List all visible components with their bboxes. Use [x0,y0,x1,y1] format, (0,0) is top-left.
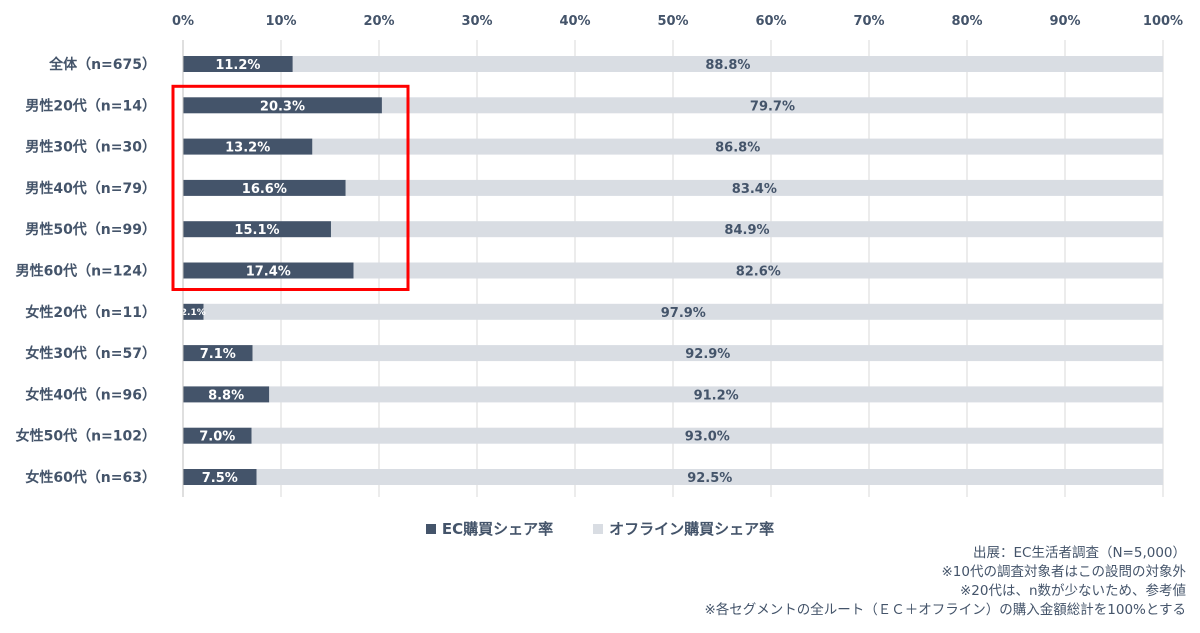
data-label-offline: 84.9% [724,223,769,238]
data-label-ec: 16.6% [242,182,287,197]
data-label-offline: 92.5% [687,471,732,486]
bar-offline [269,386,1163,403]
bar-offline [353,262,1163,279]
legend-item-offline: オフライン購買シェア率 [593,518,774,539]
stacked-bar-chart: 0% 10% 20% 30% 40% 50% 60% 70% 80% 90% 100% 全体（n=67… [16,14,1183,497]
bar-offline [292,56,1163,72]
legend-swatch-ec [425,523,436,534]
category-label: 女性40代（n=96） [25,386,156,403]
bar-offline [312,138,1163,155]
chart-notes: 出展：EC生活者調査（N=5,000） ※10代の調査対象者はこの設問の対象外 … [704,544,1186,620]
x-tick-label: 80% [951,14,982,29]
legend-label-ec: EC購買シェア率 [441,520,554,538]
category-label: 全体（n=675） [48,56,156,73]
data-label-ec: 11.2% [215,58,260,73]
category-label: 女性60代（n=63） [25,469,156,486]
bar-offline [381,97,1163,114]
footnote-twenties: ※20代は、n数が少ないため、参考値 [959,583,1186,599]
x-tick-label: 20% [363,14,394,29]
bar-ec [183,138,313,155]
chart-legend: EC購買シェア率 オフライン購買シェア率 [0,518,1200,539]
data-label-offline: 91.2% [694,388,739,403]
legend-swatch-offline [593,523,604,534]
data-label-offline: 82.6% [736,265,781,280]
x-tick-label: 60% [755,14,786,29]
category-label: 男性40代（n=79） [25,180,156,197]
data-label-ec: 7.0% [199,430,235,445]
bar-ec [183,221,331,238]
data-label-offline: 88.8% [705,58,750,73]
x-tick-label: 50% [657,14,688,29]
data-label-ec: 20.3% [260,99,305,114]
bar-ec [183,345,253,362]
bar-offline [252,345,1163,362]
category-label: 男性20代（n=14） [25,97,156,114]
bar-ec [183,97,382,114]
bar-ec [183,469,257,485]
data-label-ec: 7.5% [202,471,238,486]
data-label-offline: 93.0% [685,430,730,445]
bar-ec [183,386,270,403]
data-label-ec: 7.1% [200,347,236,362]
highlight-box [171,84,410,291]
category-label: 男性30代（n=30） [25,139,156,156]
bar-offline [203,303,1163,320]
bar-ec [183,303,204,320]
data-label-ec: 15.1% [234,223,279,238]
x-tick-label: 70% [853,14,884,29]
bar-offline [330,221,1164,238]
x-tick-label: 100% [1143,14,1183,29]
footnote-teens: ※10代の調査対象者はこの設問の対象外 [941,564,1187,580]
x-tick-label: 40% [559,14,590,29]
category-label: 女性50代（n=102） [16,428,156,445]
category-label: 女性30代（n=57） [25,345,156,362]
bar-offline [251,427,1164,444]
bar-offline [256,469,1163,485]
x-tick-label: 30% [461,14,492,29]
legend-label-offline: オフライン購買シェア率 [609,520,775,538]
data-label-ec: 8.8% [208,388,244,403]
x-tick-label: 90% [1049,14,1080,29]
data-label-offline: 97.9% [661,306,706,321]
bar-offline [345,179,1163,196]
bar-ec [183,427,252,444]
bar-ec [183,56,293,72]
data-label-ec: 2.1% [181,308,206,318]
bar-ec [183,179,346,196]
data-label-offline: 86.8% [715,141,760,156]
data-label-ec: 17.4% [246,265,291,280]
category-label: 男性60代（n=124） [16,263,156,280]
data-label-offline: 92.9% [685,347,730,362]
legend-item-ec: EC購買シェア率 [425,518,554,539]
bar-ec [183,262,354,279]
footnote-total: ※各セグメントの全ルート（ＥＣ＋オフライン）の購入金額総計を100%とする [704,602,1186,618]
x-tick-label: 10% [265,14,296,29]
data-label-ec: 13.2% [225,141,270,156]
data-label-offline: 79.7% [750,99,795,114]
data-label-offline: 83.4% [732,182,777,197]
x-tick-label: 0% [172,14,194,29]
category-label: 女性20代（n=11） [25,304,156,321]
source-note: 出展：EC生活者調査（N=5,000） [972,545,1186,561]
category-label: 男性50代（n=99） [25,221,156,238]
